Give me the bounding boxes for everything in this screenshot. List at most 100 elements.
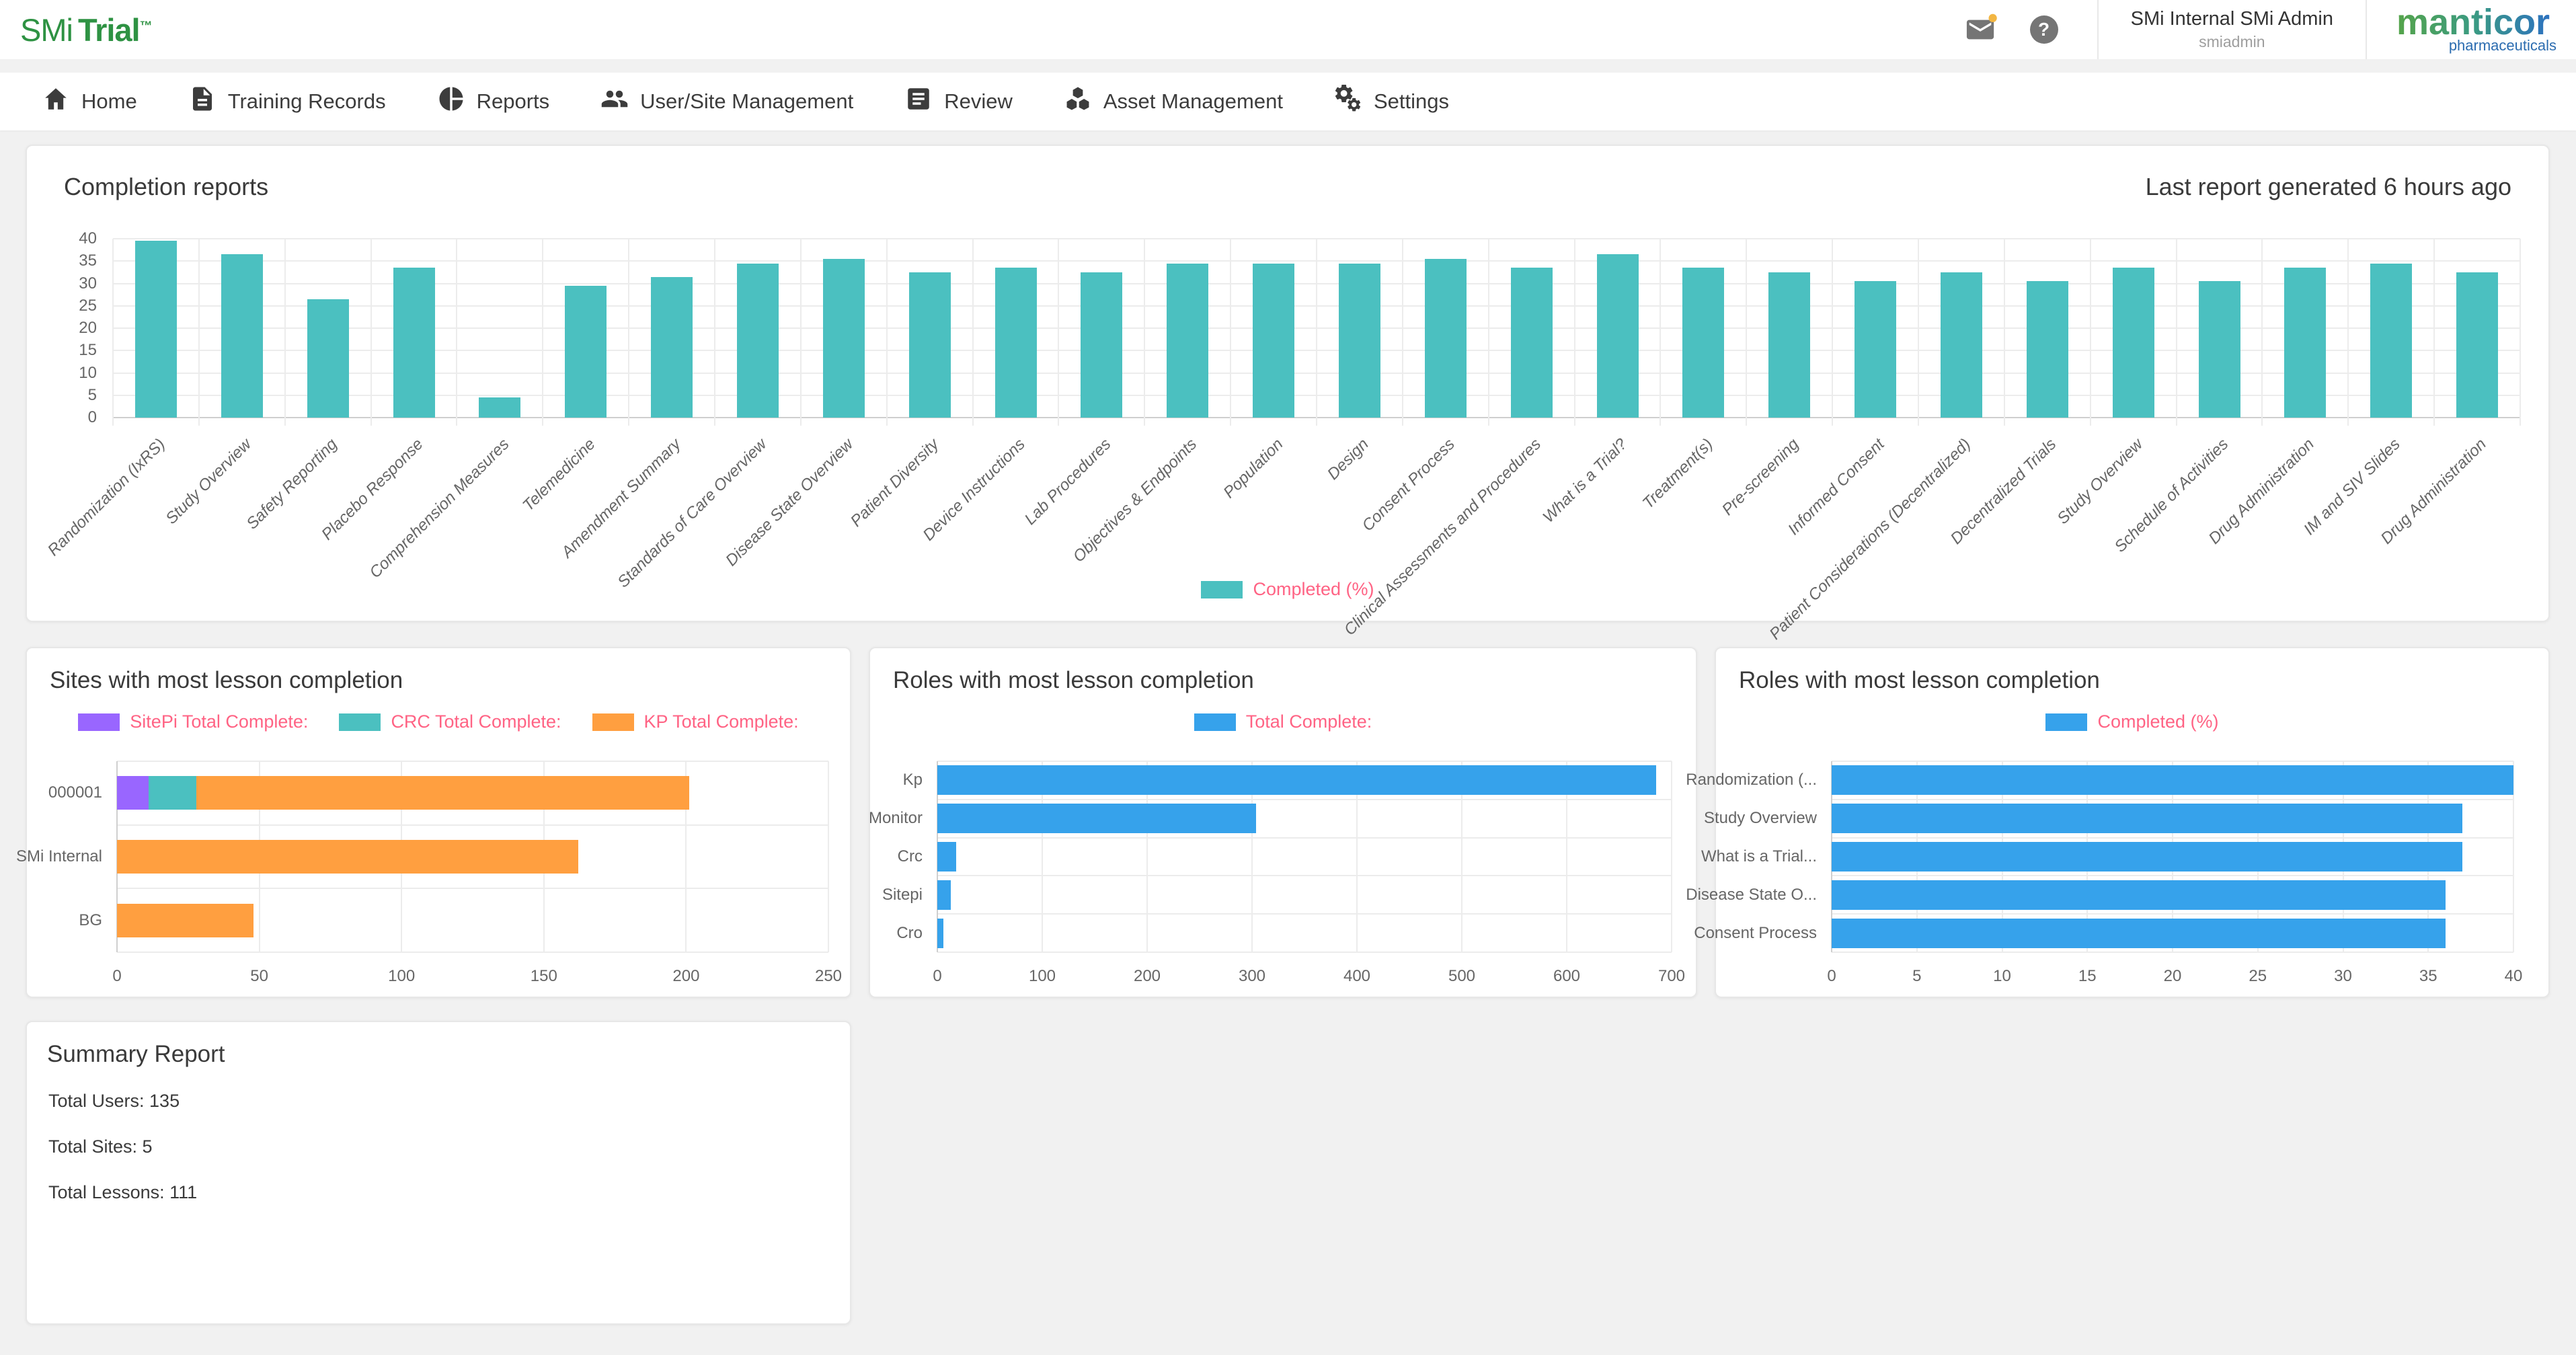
x-tick-label: 30 xyxy=(2334,967,2352,985)
nav-item-reports[interactable]: Reports xyxy=(437,85,549,118)
gridline xyxy=(198,239,200,426)
x-tick-label: Patient Diversity xyxy=(847,435,943,531)
completion-chart-legend: Completed (%) xyxy=(27,579,2548,600)
y-category-label: What is a Trial... xyxy=(1701,847,1817,865)
bar xyxy=(1167,263,1209,418)
nav-item-review[interactable]: Review xyxy=(904,85,1013,118)
legend-item[interactable]: KP Total Complete: xyxy=(592,711,799,732)
y-tick-label: 0 xyxy=(87,408,97,426)
sites-chart-x-axis: 0 50 100 150 200 250 xyxy=(112,959,842,989)
legend-label: KP Total Complete: xyxy=(643,711,799,732)
y-category-label: Randomization (... xyxy=(1686,771,1817,789)
x-tick-label: Clinical Assessments and Procedures xyxy=(1340,435,1545,640)
x-tick-label: Randomization (IxRS) xyxy=(44,435,169,560)
legend-item[interactable]: Total Complete: xyxy=(1194,711,1372,732)
nav-item-user-site-management[interactable]: User/Site Management xyxy=(600,85,853,118)
gridline xyxy=(117,952,828,953)
logo-trial: Trial xyxy=(77,11,141,48)
logo-trademark: ™ xyxy=(139,18,153,33)
bar xyxy=(736,263,779,418)
total-sites-text: Total Sites: 5 xyxy=(48,1136,153,1157)
gridline xyxy=(1230,239,1232,426)
gridline xyxy=(1573,239,1575,426)
legend-item[interactable]: SitePi Total Complete: xyxy=(78,711,308,732)
bar xyxy=(822,258,865,418)
gridline xyxy=(886,239,888,426)
help-button[interactable]: ? xyxy=(2029,15,2097,44)
y-category-label: Cro xyxy=(896,923,923,942)
x-tick-label: 200 xyxy=(672,967,700,985)
gridline xyxy=(2003,239,2005,426)
bar xyxy=(2284,268,2327,418)
bar xyxy=(1832,842,2462,872)
bar xyxy=(937,765,1656,796)
main-navigation: Home Training Records Reports User/Site … xyxy=(0,73,2576,130)
x-tick-label: 700 xyxy=(1657,967,1686,985)
bar xyxy=(1253,263,1295,418)
sites-completion-card: Sites with most lesson completion SitePi… xyxy=(16,647,851,998)
bar xyxy=(134,241,177,418)
card-title: Roles with most lesson completion xyxy=(1739,667,2100,693)
bar xyxy=(117,903,254,937)
y-category-label: Disease State O... xyxy=(1686,885,1817,904)
pie-chart-icon xyxy=(437,85,465,118)
user-username: smiadmin xyxy=(2199,33,2265,50)
gridline xyxy=(937,837,1672,839)
gridline xyxy=(828,761,829,952)
x-tick-label: 250 xyxy=(814,967,843,985)
gridline xyxy=(1251,761,1253,952)
y-category-label: Monitor xyxy=(868,809,923,828)
bar xyxy=(117,840,578,874)
x-tick-label: 200 xyxy=(1133,967,1161,985)
bar xyxy=(1596,254,1639,418)
bar xyxy=(1832,918,2446,948)
gridline xyxy=(117,824,828,826)
bar xyxy=(565,285,607,418)
gridline xyxy=(1146,761,1148,952)
y-tick-label: 30 xyxy=(79,274,97,293)
y-tick-label: 15 xyxy=(79,341,97,360)
y-category-label: BG xyxy=(79,911,102,929)
y-tick-label: 25 xyxy=(79,296,97,315)
bar xyxy=(1768,272,1811,418)
gridline xyxy=(937,761,1672,762)
nav-item-asset-management[interactable]: Asset Management xyxy=(1064,85,1283,118)
legend-swatch xyxy=(2045,713,2088,731)
mail-icon xyxy=(1964,13,1998,46)
card-title: Roles with most lesson completion xyxy=(893,667,1254,693)
nav-item-home[interactable]: Home xyxy=(42,85,137,118)
gridline xyxy=(1660,239,1662,426)
legend-item[interactable]: CRC Total Complete: xyxy=(339,711,561,732)
gears-icon xyxy=(1334,84,1362,118)
legend-label: Completed (%) xyxy=(2097,711,2219,732)
bar xyxy=(937,918,944,948)
roles-completion-card: Roles with most lesson completion Total … xyxy=(869,647,1697,998)
x-tick-label: 40 xyxy=(2504,967,2523,985)
legend-item[interactable]: Completed (%) xyxy=(1201,579,1374,600)
gridline xyxy=(117,761,828,762)
bar xyxy=(117,776,149,810)
mail-button[interactable] xyxy=(1964,13,1998,46)
document-icon xyxy=(188,85,217,118)
legend-label: Total Complete: xyxy=(1245,711,1372,732)
legend-swatch xyxy=(1201,580,1243,598)
bar xyxy=(651,276,693,418)
legend-item[interactable]: Completed (%) xyxy=(2045,711,2219,732)
legend-swatch xyxy=(1194,713,1236,731)
legend-swatch xyxy=(78,713,120,731)
y-category-label: 000001 xyxy=(48,783,102,802)
nav-item-settings[interactable]: Settings xyxy=(1334,84,1449,118)
completion-chart-plot xyxy=(112,238,2521,426)
lessons-completion-card: Roles with most lesson completion Comple… xyxy=(1686,647,2550,998)
bar xyxy=(937,842,957,872)
x-tick-label: Lab Procedures xyxy=(1021,435,1115,529)
nav-item-training-records[interactable]: Training Records xyxy=(188,85,386,118)
legend-swatch xyxy=(592,713,634,731)
user-menu[interactable]: SMi Internal SMi Admin smiadmin xyxy=(2097,0,2367,59)
gridline xyxy=(1461,761,1462,952)
x-tick-label: Design xyxy=(1324,435,1373,483)
x-tick-label: Consent Process xyxy=(1358,435,1458,535)
x-tick-label: 0 xyxy=(112,967,122,985)
gridline xyxy=(1671,761,1672,952)
company-logo: manticor pharmaceuticals xyxy=(2395,2,2560,58)
